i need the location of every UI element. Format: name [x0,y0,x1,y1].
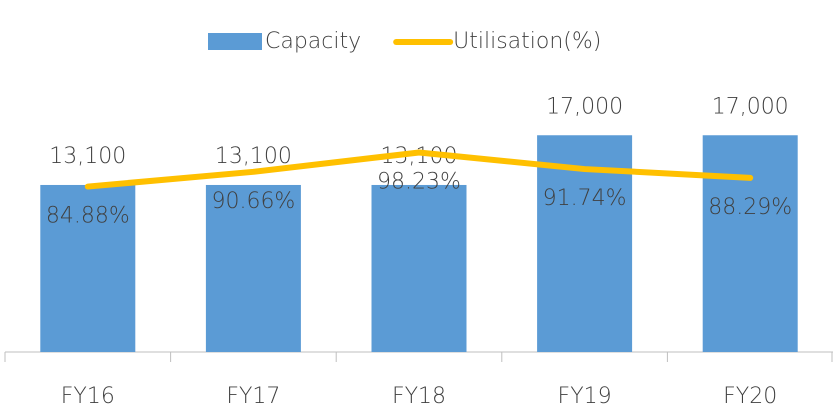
x-tick-label: FY17 [226,384,280,409]
bar-value-label: 13,100 [215,144,292,169]
x-tick-label: FY16 [61,384,115,409]
bar [702,135,798,352]
legend-label: Utilisation(%) [453,29,601,54]
bar-value-label: 13,100 [49,144,126,169]
bar [40,184,136,352]
line-value-label: 84.88% [46,204,130,229]
bar-value-label: 17,000 [546,94,623,119]
line-value-label: 98.23% [377,170,461,195]
line-value-label: 91.74% [543,186,627,211]
x-tick-label: FY19 [558,384,612,409]
x-tick-label: FY18 [392,384,446,409]
bar [205,184,301,352]
legend-swatch [208,33,262,50]
x-tick-label: FY20 [723,384,777,409]
bar-value-label: 17,000 [712,94,789,119]
line-value-label: 88.29% [708,195,792,220]
legend-label: Capacity [265,29,361,54]
bar [371,184,467,352]
line-value-label: 90.66% [211,189,295,214]
line [84,149,754,190]
